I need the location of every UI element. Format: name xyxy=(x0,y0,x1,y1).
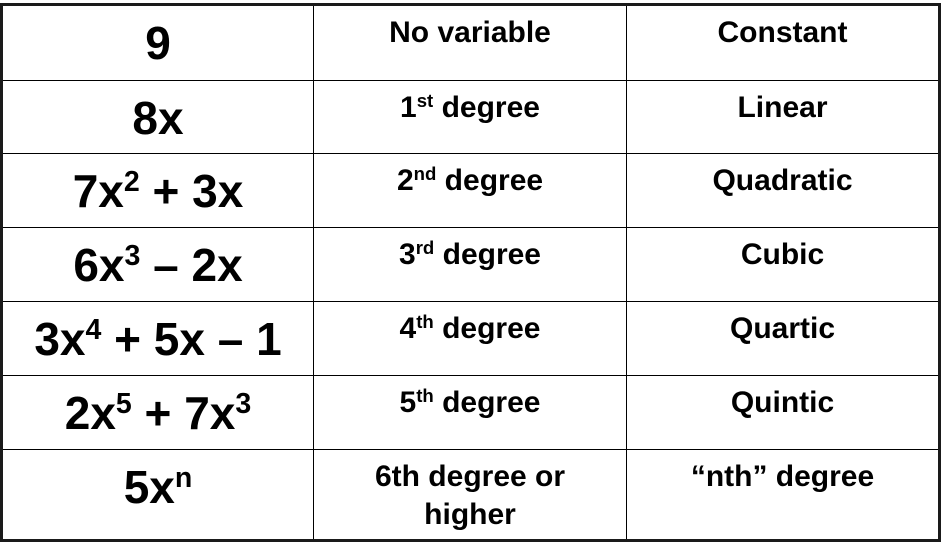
degree-cell: 2nd degree xyxy=(313,154,626,227)
table-row: 5xn 6th degree or higher “nth” degree xyxy=(3,449,938,539)
degree-cell-text: 3rd degree xyxy=(314,236,626,277)
superscript: 3 xyxy=(124,240,141,273)
name-cell-text: Quadratic xyxy=(712,164,853,197)
text-segment: degree xyxy=(436,164,544,197)
superscript: 5 xyxy=(115,388,132,421)
superscript: n xyxy=(174,462,193,495)
text-segment: 3x xyxy=(34,313,86,365)
expression-cell: 3x4 + 5x – 1 xyxy=(3,302,313,375)
table-row: 2x5 + 7x3 5th degree Quintic xyxy=(3,375,938,449)
superscript: rd xyxy=(415,236,435,258)
table-row: 8x 1st degree Linear xyxy=(3,80,938,153)
text-segment: No variable xyxy=(389,16,551,49)
name-cell-text: Quintic xyxy=(730,386,835,419)
superscript: th xyxy=(416,384,434,406)
degree-cell: 6th degree or higher xyxy=(313,450,626,539)
text-segment: – 2x xyxy=(140,239,243,291)
text-segment: 5x xyxy=(123,461,175,513)
text-segment: 2x xyxy=(64,387,116,439)
text-segment: 3 xyxy=(399,238,416,271)
expression-cell: 8x xyxy=(3,81,313,153)
degree-cell: 3rd degree xyxy=(313,228,626,301)
expression-cell: 2x5 + 7x3 xyxy=(3,376,313,449)
degree-cell-text: 5th degree xyxy=(314,384,626,425)
expression-cell-text: 7x2 + 3x xyxy=(3,168,313,214)
expression-cell-text: 3x4 + 5x – 1 xyxy=(3,316,313,362)
text-segment: 6th degree or higher xyxy=(374,460,566,531)
name-cell: Cubic xyxy=(626,228,938,301)
degree-cell: No variable xyxy=(313,6,626,80)
text-segment: 5 xyxy=(399,386,417,419)
superscript: nd xyxy=(413,162,437,184)
name-cell: Quartic xyxy=(626,302,938,375)
superscript: st xyxy=(416,89,434,111)
text-segment: degree xyxy=(433,386,541,419)
expression-cell-text: 6x3 – 2x xyxy=(3,242,313,288)
text-segment: degree xyxy=(433,312,541,345)
name-cell-text: “nth” degree xyxy=(690,460,875,493)
table-row: 3x4 + 5x – 1 4th degree Quartic xyxy=(3,301,938,375)
expression-cell: 9 xyxy=(3,6,313,80)
name-cell: Constant xyxy=(626,6,938,80)
table-row: 6x3 – 2x 3rd degree Cubic xyxy=(3,227,938,301)
degree-cell: 1st degree xyxy=(313,81,626,153)
expression-cell: 7x2 + 3x xyxy=(3,154,313,227)
expression-cell-text: 9 xyxy=(3,20,313,66)
name-cell-text: Quartic xyxy=(729,312,836,345)
degree-cell-text: 2nd degree xyxy=(314,162,626,203)
degree-cell-text: 1st degree xyxy=(314,89,626,130)
superscript: th xyxy=(416,310,434,332)
name-cell-text: Cubic xyxy=(740,238,825,271)
text-segment: degree xyxy=(434,238,541,271)
name-cell: Quadratic xyxy=(626,154,938,227)
degree-cell-text: 6th degree or higher xyxy=(350,458,590,534)
text-segment: 7x xyxy=(72,165,124,217)
degree-cell: 5th degree xyxy=(313,376,626,449)
text-segment: 2 xyxy=(396,164,414,197)
text-segment: 6x xyxy=(73,239,125,291)
superscript: 3 xyxy=(235,388,252,421)
table-row: 7x2 + 3x 2nd degree Quadratic xyxy=(3,153,938,227)
text-segment: + 3x xyxy=(139,165,244,217)
text-segment: 9 xyxy=(145,17,171,69)
name-cell-text: Linear xyxy=(737,91,828,124)
name-cell: Linear xyxy=(626,81,938,153)
text-segment: + 7x xyxy=(131,387,236,439)
expression-cell-text: 8x xyxy=(3,95,313,141)
table-row: 9 No variable Constant xyxy=(3,6,938,80)
name-cell: “nth” degree xyxy=(626,450,938,539)
expression-cell-text: 2x5 + 7x3 xyxy=(3,390,313,436)
text-segment: 1 xyxy=(400,91,417,124)
degree-cell-text: 4th degree xyxy=(314,310,626,351)
expression-cell: 5xn xyxy=(3,450,313,539)
expression-cell-text: 5xn xyxy=(3,464,313,510)
degree-cell: 4th degree xyxy=(313,302,626,375)
name-cell: Quintic xyxy=(626,376,938,449)
text-segment: degree xyxy=(433,91,540,124)
polynomial-degree-table: 9 No variable Constant 8x 1st degree Linear 7x… xyxy=(0,3,941,542)
degree-cell-text: No variable xyxy=(314,14,626,52)
expression-cell: 6x3 – 2x xyxy=(3,228,313,301)
superscript: 4 xyxy=(85,314,102,347)
text-segment: + 5x – 1 xyxy=(101,313,282,365)
name-cell-text: Constant xyxy=(717,16,848,49)
superscript: 2 xyxy=(123,166,140,199)
text-segment: 4 xyxy=(399,312,417,345)
text-segment: 8x xyxy=(132,92,184,144)
